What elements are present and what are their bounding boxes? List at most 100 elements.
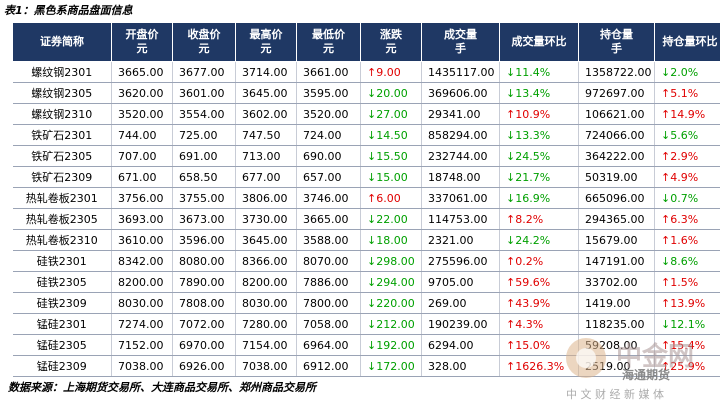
table-cell: ↑15.4%: [654, 334, 720, 356]
table-row: 热轧卷板2305 3693.00 3673.00 3730.00 3665.00 ↓22.…: [12, 208, 720, 230]
table-cell: 3520.00: [111, 103, 173, 125]
table-cell: ↓5.6%: [654, 124, 720, 146]
table-cell: 15679.00: [578, 229, 655, 251]
table-cell: 7280.00: [235, 313, 297, 335]
table-cell: ↓22.00: [360, 208, 422, 230]
column-header: 开盘价元: [111, 22, 173, 62]
table-cell: ↑14.9%: [654, 103, 720, 125]
table-row: 螺纹钢2301 3665.00 3677.00 3714.00 3661.00 ↑9.00…: [12, 61, 720, 83]
table-cell: 7152.00: [111, 334, 173, 356]
table-cell: 3596.00: [172, 229, 236, 251]
table-cell: ↑4.9%: [654, 166, 720, 188]
table-cell: 724.00: [296, 124, 361, 146]
header-row: 证券简称 开盘价元收盘价元最高价元最低价元涨跌元成交量手成交量环比 持仓量手持仓量环…: [12, 22, 720, 62]
table-cell: 3661.00: [296, 61, 361, 83]
header-label: 成交量: [444, 28, 477, 41]
header-unit: 元: [136, 42, 148, 55]
table-cell: 7890.00: [172, 271, 236, 293]
table-cell: 671.00: [111, 166, 173, 188]
header-label: 持仓量: [600, 28, 633, 41]
table-cell: ↓21.7%: [499, 166, 579, 188]
table-cell: 3665.00: [296, 208, 361, 230]
table-cell: 3755.00: [172, 187, 236, 209]
header-label: 涨跌: [380, 28, 402, 41]
table-cell: 118235.00: [578, 313, 655, 335]
table-cell: 658.50: [172, 166, 236, 188]
table-cell: 7808.00: [172, 292, 236, 314]
table-cell: 691.00: [172, 145, 236, 167]
table-row: 硅铁2309 8030.00 7808.00 8030.00 7800.00 ↓220.0…: [12, 292, 720, 314]
table-cell: 114753.00: [421, 208, 500, 230]
table-cell: 3595.00: [296, 82, 361, 104]
table-cell: 3756.00: [111, 187, 173, 209]
column-header: 成交量手: [421, 22, 500, 62]
table-cell: ↑1.5%: [654, 271, 720, 293]
table-cell: 3520.00: [296, 103, 361, 125]
table-cell: 744.00: [111, 124, 173, 146]
table-cell: 50319.00: [578, 166, 655, 188]
table-row: 锰硅2309 7038.00 6926.00 7038.00 6912.00 ↓172.0…: [12, 355, 720, 377]
table-cell: 3673.00: [172, 208, 236, 230]
row-name: 螺纹钢2305: [12, 82, 112, 104]
watermark: 中金网: [616, 342, 695, 372]
table-cell: 3806.00: [235, 187, 297, 209]
header-unit: 元: [198, 42, 210, 55]
table-cell: ↓24.2%: [499, 229, 579, 251]
table-cell: ↓2.0%: [654, 61, 720, 83]
table-row: 锰硅2301 7274.00 7072.00 7280.00 7058.00 ↓212.0…: [12, 313, 720, 335]
table-cell: ↑10.9%: [499, 103, 579, 125]
column-header: 持仓量手: [578, 22, 655, 62]
header-label: 成交量环比: [511, 35, 567, 48]
watermark: 中 文 财 经 新 媒 体: [566, 388, 664, 401]
table-cell: 3620.00: [111, 82, 173, 104]
table-row: 热轧卷板2310 3610.00 3596.00 3645.00 3588.00 ↓18.…: [12, 229, 720, 251]
row-name: 铁矿石2309: [12, 166, 112, 188]
table-cell: 707.00: [111, 145, 173, 167]
table-cell: 665096.00: [578, 187, 655, 209]
table-cell: ↓192.00: [360, 334, 422, 356]
table-cell: ↑1.6%: [654, 229, 720, 251]
table-cell: 1358722.00: [578, 61, 655, 83]
table-cell: 713.00: [235, 145, 297, 167]
table-cell: 106621.00: [578, 103, 655, 125]
source-note: 数据来源：上海期货交易所、大连商品交易所、郑州商品交易所: [8, 381, 316, 394]
header-label: 收盘价: [187, 28, 221, 41]
table-cell: 364222.00: [578, 145, 655, 167]
table-row: 铁矿石2309 671.00 658.50 677.00 657.00 ↓15.00 187…: [12, 166, 720, 188]
table-row: 铁矿石2305 707.00 691.00 713.00 690.00 ↓15.50 232…: [12, 145, 720, 167]
table-cell: ↓8.6%: [654, 250, 720, 272]
table-row: 硅铁2305 8200.00 7890.00 8200.00 7886.00 ↓294.0…: [12, 271, 720, 293]
table-cell: ↓172.00: [360, 355, 422, 377]
header-label: 证券简称: [40, 35, 84, 48]
column-header: 最高价元: [235, 22, 297, 62]
table-cell: ↑1626.3%: [499, 355, 579, 377]
table-body: 螺纹钢2301 3665.00 3677.00 3714.00 3661.00 ↑9.00…: [12, 61, 720, 377]
table-cell: 8030.00: [111, 292, 173, 314]
table-cell: ↑13.9%: [654, 292, 720, 314]
table-cell: ↓0.7%: [654, 187, 720, 209]
table-cell: 294365.00: [578, 208, 655, 230]
header-unit: 元: [385, 42, 397, 55]
row-name: 铁矿石2305: [12, 145, 112, 167]
row-name: 硅铁2301: [12, 250, 112, 272]
table-cell: 657.00: [296, 166, 361, 188]
table-cell: 3746.00: [296, 187, 361, 209]
table-cell: ↑59.6%: [499, 271, 579, 293]
table-cell: 3554.00: [172, 103, 236, 125]
table-cell: ↓18.00: [360, 229, 422, 251]
row-name: 螺纹钢2301: [12, 61, 112, 83]
row-name: 热轧卷板2310: [12, 229, 112, 251]
table-cell: 337061.00: [421, 187, 500, 209]
table-cell: ↓220.00: [360, 292, 422, 314]
table-cell: 232744.00: [421, 145, 500, 167]
table-cell: 8200.00: [111, 271, 173, 293]
table-cell: 677.00: [235, 166, 297, 188]
table-cell: 3588.00: [296, 229, 361, 251]
table-cell: ↓298.00: [360, 250, 422, 272]
table-cell: 8080.00: [172, 250, 236, 272]
table-cell: ↓16.9%: [499, 187, 579, 209]
table-cell: 6912.00: [296, 355, 361, 377]
table-cell: 690.00: [296, 145, 361, 167]
table-cell: 747.50: [235, 124, 297, 146]
table-cell: 1435117.00: [421, 61, 500, 83]
